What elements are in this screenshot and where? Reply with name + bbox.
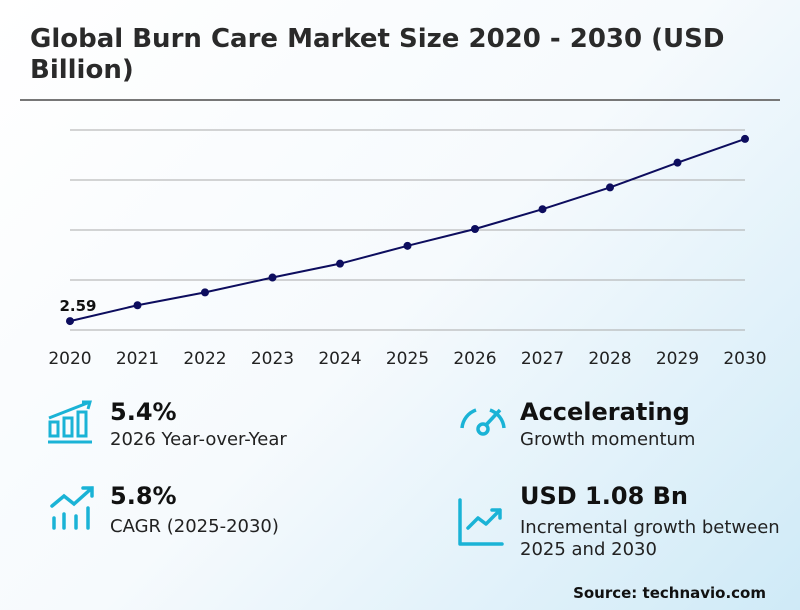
stat-value: 5.8% <box>110 482 177 510</box>
chart-title: Global Burn Care Market Size 2020 - 2030… <box>30 24 725 85</box>
x-tick-label: 2024 <box>318 349 361 369</box>
data-point <box>471 225 479 234</box>
x-tick-label: 2030 <box>723 349 766 369</box>
stat-value: USD 1.08 Bn <box>520 482 688 510</box>
x-tick-label: 2020 <box>48 349 91 369</box>
title-divider <box>20 99 780 101</box>
data-point <box>741 134 749 143</box>
x-tick-label: 2027 <box>521 349 564 369</box>
data-point <box>403 241 412 250</box>
stat-label: 2026 Year-over-Year <box>110 429 287 450</box>
stat-label: Growth momentum <box>520 429 696 450</box>
data-label: 2.59 <box>59 297 96 315</box>
x-tick-label: 2021 <box>116 349 159 369</box>
x-tick-label: 2026 <box>453 349 496 369</box>
data-point <box>538 205 547 214</box>
stat-label: CAGR (2025-2030) <box>110 516 279 537</box>
x-tick-label: 2023 <box>251 349 294 369</box>
data-point <box>673 158 682 167</box>
line-chart-up-icon <box>458 498 504 546</box>
speedometer-icon <box>460 408 506 436</box>
stat-value: 5.4% <box>110 398 177 426</box>
x-tick-label: 2022 <box>183 349 226 369</box>
data-point <box>268 273 277 282</box>
data-point <box>133 301 142 310</box>
data-point <box>606 183 614 192</box>
x-tick-label: 2028 <box>588 349 631 369</box>
bar-chart-growth-icon <box>48 400 92 444</box>
data-point <box>66 317 74 326</box>
data-point <box>336 259 344 268</box>
x-tick-label: 2029 <box>656 349 699 369</box>
stat-label: Incremental growth between 2025 and 2030 <box>520 517 780 560</box>
trend-up-bars-icon <box>50 486 94 530</box>
data-point <box>201 288 209 297</box>
source-credit: Source: technavio.com <box>573 584 766 602</box>
stat-value: Accelerating <box>520 398 690 426</box>
line-chart: 2020 2021 2022 2023 2024 2025 2026 2027 2028 2029… <box>48 129 767 369</box>
x-tick-label: 2025 <box>386 349 429 369</box>
